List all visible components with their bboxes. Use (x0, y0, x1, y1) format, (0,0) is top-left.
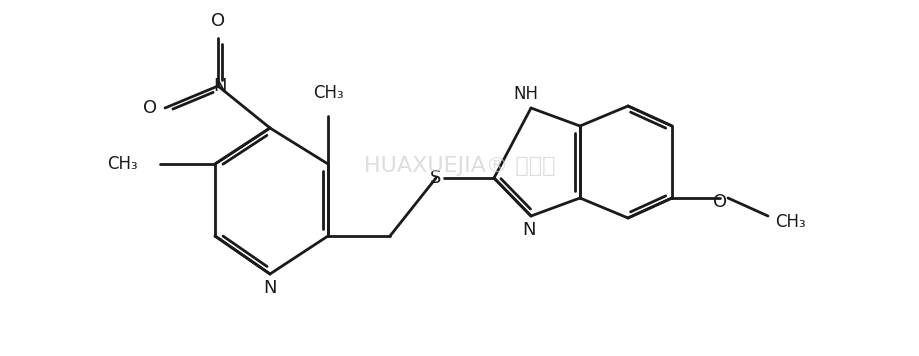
Text: O: O (142, 99, 157, 117)
Text: CH₃: CH₃ (312, 84, 343, 102)
Text: O: O (712, 193, 726, 211)
Text: N: N (213, 77, 226, 95)
Text: CH₃: CH₃ (108, 155, 138, 173)
Text: O: O (210, 12, 225, 30)
Text: NH: NH (513, 85, 538, 103)
Text: CH₃: CH₃ (774, 213, 804, 231)
Text: N: N (522, 221, 535, 239)
Text: N: N (263, 279, 277, 297)
Text: S: S (430, 169, 441, 187)
Text: HUAXUEJIA® 化学加: HUAXUEJIA® 化学加 (364, 156, 555, 176)
